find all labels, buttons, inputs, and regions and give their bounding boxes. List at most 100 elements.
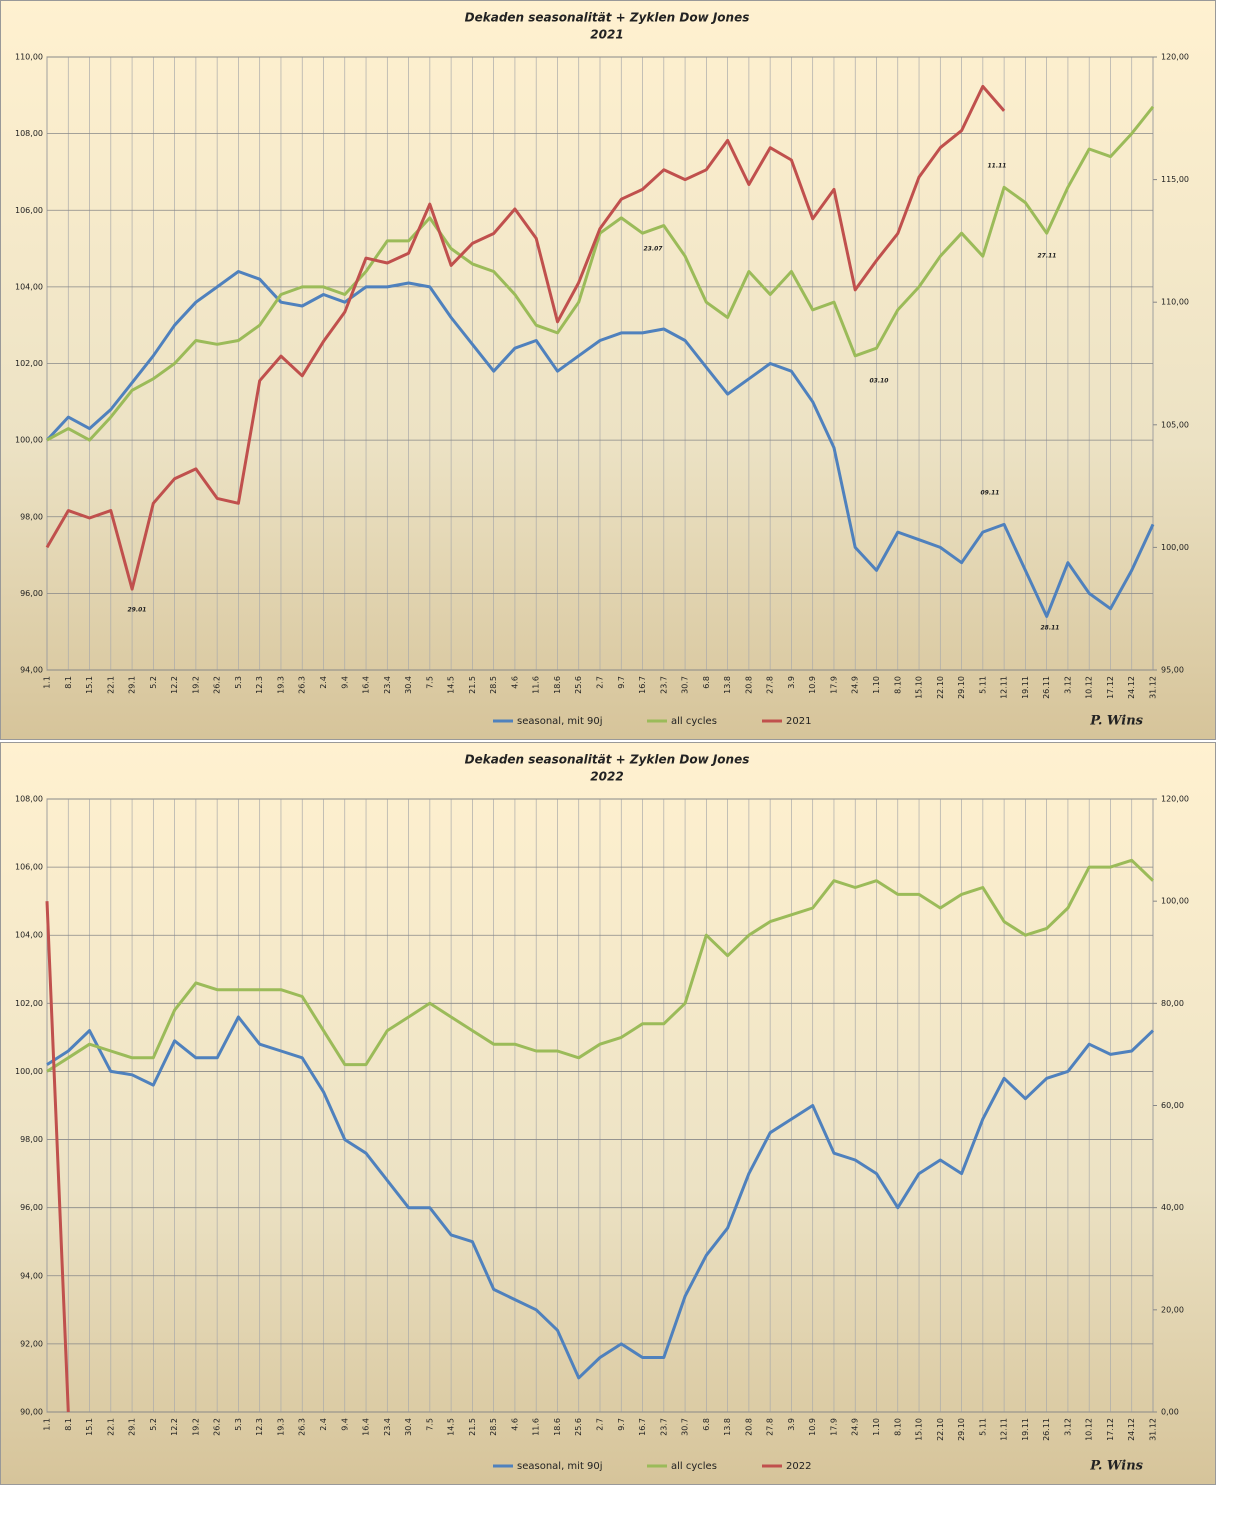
y-tick-label: 92,00	[20, 1339, 43, 1348]
y2-tick-label: 60,00	[1161, 1101, 1184, 1110]
y-tick-label: 104,00	[15, 282, 43, 291]
x-tick-label: 24.12	[1127, 1418, 1136, 1441]
legend-label: 2021	[786, 716, 811, 727]
x-tick-label: 24.9	[851, 676, 860, 694]
x-tick-label: 26.11	[1042, 676, 1051, 699]
x-tick-label: 19.3	[276, 1418, 285, 1436]
y2-tick-label: 40,00	[1161, 1203, 1184, 1212]
y-tick-label: 100,00	[15, 436, 43, 445]
y2-tick-label: 80,00	[1161, 999, 1184, 1008]
y-tick-label: 102,00	[15, 999, 43, 1008]
x-tick-label: 23.4	[383, 1418, 392, 1436]
legend-label: seasonal, mit 90j	[517, 716, 603, 727]
x-tick-label: 5.2	[149, 676, 158, 689]
x-tick-label: 23.4	[383, 676, 392, 694]
x-tick-label: 23.7	[659, 676, 668, 694]
x-tick-label: 30.7	[681, 676, 690, 694]
chart-panel: Dekaden seasonalität + Zyklen Dow Jones 2…	[0, 0, 1216, 740]
x-tick-label: 17.9	[829, 1418, 838, 1436]
x-tick-label: 20.8	[744, 1418, 753, 1436]
x-tick-label: 14.5	[447, 1418, 456, 1436]
series-line	[46, 1015, 1155, 1380]
x-tick-label: 9.4	[340, 676, 349, 689]
x-tick-label: 19.11	[1021, 676, 1030, 699]
y2-tick-label: 105,00	[1161, 420, 1189, 429]
x-tick-label: 10.9	[808, 1418, 817, 1436]
legend-label: all cycles	[671, 1461, 717, 1472]
x-tick-label: 8.1	[64, 1418, 73, 1431]
x-tick-label: 8.10	[893, 1418, 902, 1436]
annotation: 03.10	[870, 378, 889, 385]
x-tick-label: 29.10	[957, 1418, 966, 1441]
chart-subtitle: 2021	[590, 28, 623, 42]
y-tick-label: 98,00	[20, 1135, 43, 1144]
x-tick-label: 19.2	[191, 676, 200, 694]
x-tick-label: 26.3	[298, 1418, 307, 1436]
x-tick-label: 10.12	[1085, 1418, 1094, 1441]
panel-background	[0, 0, 1216, 740]
x-tick-label: 15.10	[915, 1418, 924, 1441]
x-tick-label: 14.5	[447, 676, 456, 694]
annotation: 11.11	[988, 163, 1007, 170]
y-tick-label: 100,00	[15, 1067, 43, 1076]
x-tick-label: 8.10	[893, 676, 902, 694]
y2-tick-label: 100,00	[1161, 543, 1189, 552]
x-tick-label: 2.7	[596, 676, 605, 689]
x-tick-label: 25.6	[574, 676, 583, 694]
y2-tick-label: 100,00	[1161, 897, 1189, 906]
y-tick-label: 110,00	[15, 53, 43, 62]
y2-tick-label: 120,00	[1161, 53, 1189, 62]
x-tick-label: 4.6	[510, 676, 519, 689]
y-tick-label: 102,00	[15, 359, 43, 368]
annotation: 27.11	[1038, 253, 1057, 260]
y2-tick-label: 110,00	[1161, 298, 1189, 307]
x-tick-label: 22.10	[936, 1418, 945, 1441]
x-tick-label: 20.8	[744, 676, 753, 694]
x-tick-label: 24.9	[851, 1418, 860, 1436]
x-tick-label: 12.3	[255, 1418, 264, 1436]
x-tick-label: 3.9	[787, 1418, 796, 1431]
x-tick-label: 29.1	[128, 676, 137, 694]
x-tick-label: 26.11	[1042, 1418, 1051, 1441]
x-tick-label: 1.10	[872, 1418, 881, 1436]
x-tick-label: 27.8	[766, 676, 775, 694]
x-tick-label: 16.7	[638, 676, 647, 694]
series-line	[46, 858, 1155, 1073]
chart-panel: Dekaden seasonalität + Zyklen Dow Jones 2…	[0, 742, 1216, 1485]
x-tick-label: 13.8	[723, 1418, 732, 1436]
x-tick-label: 21.5	[468, 676, 477, 694]
x-tick-label: 16.7	[638, 1418, 647, 1436]
x-tick-label: 30.4	[404, 1418, 413, 1436]
x-tick-label: 22.1	[106, 676, 115, 694]
x-tick-label: 10.9	[808, 676, 817, 694]
x-tick-label: 12.11	[1000, 1418, 1009, 1441]
legend-label: seasonal, mit 90j	[517, 1461, 603, 1472]
x-tick-label: 26.2	[213, 1418, 222, 1436]
y-tick-label: 108,00	[15, 129, 43, 138]
y-tick-label: 96,00	[20, 1203, 43, 1212]
legend-label: all cycles	[671, 716, 717, 727]
x-tick-label: 1.1	[43, 1418, 52, 1431]
y-tick-label: 104,00	[15, 931, 43, 940]
x-tick-label: 12.2	[170, 676, 179, 694]
x-tick-label: 31.12	[1149, 1418, 1158, 1441]
signature: P. Wins	[1089, 714, 1143, 729]
x-tick-label: 2.4	[319, 1418, 328, 1431]
x-tick-label: 24.12	[1127, 676, 1136, 699]
x-tick-label: 5.11	[978, 1418, 987, 1436]
y2-tick-label: 115,00	[1161, 175, 1189, 184]
x-tick-label: 2.7	[596, 1418, 605, 1431]
x-tick-label: 30.4	[404, 676, 413, 694]
x-tick-label: 18.6	[553, 676, 562, 694]
x-tick-label: 19.3	[276, 676, 285, 694]
y-tick-label: 108,00	[15, 795, 43, 804]
x-tick-label: 16.4	[362, 1418, 371, 1436]
x-tick-label: 19.11	[1021, 1418, 1030, 1441]
x-tick-label: 1.10	[872, 676, 881, 694]
x-tick-label: 13.8	[723, 676, 732, 694]
x-tick-label: 3.12	[1063, 676, 1072, 694]
y-tick-label: 90,00	[20, 1408, 43, 1417]
x-tick-label: 5.3	[234, 676, 243, 689]
x-tick-label: 11.6	[532, 1418, 541, 1436]
